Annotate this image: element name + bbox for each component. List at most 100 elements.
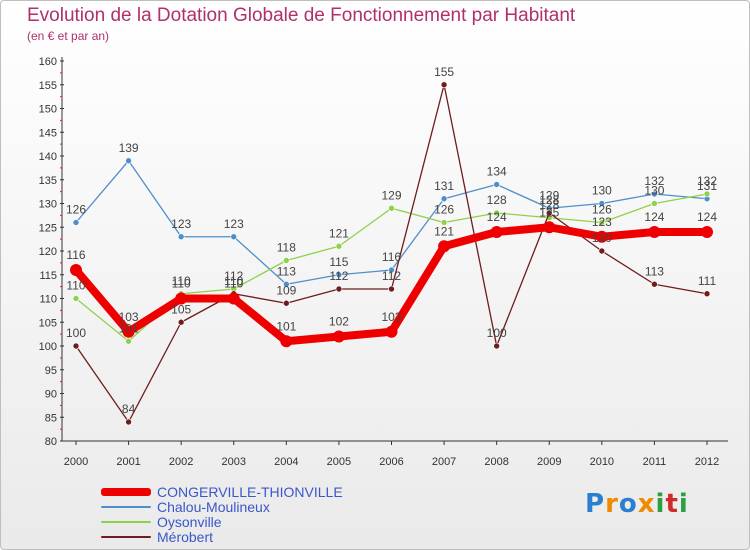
data-point (335, 271, 343, 279)
data-point (543, 221, 556, 234)
data-label: 126 (592, 203, 612, 217)
legend-label: Mérobert (157, 529, 214, 545)
data-point (545, 209, 553, 217)
data-point (388, 204, 395, 212)
y-tick-label: 150 (39, 104, 57, 116)
data-point (703, 190, 711, 198)
chart-title: Evolution de la Dotation Globale de Fonc… (27, 5, 576, 26)
data-label: 132 (697, 174, 717, 188)
x-tick-label: 2000 (64, 456, 88, 468)
data-point (175, 292, 188, 305)
data-point (230, 233, 238, 241)
data-label: 113 (645, 264, 664, 278)
data-point (122, 325, 135, 338)
data-label: 129 (539, 188, 559, 202)
y-tick-label: 160 (39, 56, 57, 68)
legend-swatch (101, 506, 151, 508)
data-label: 132 (644, 174, 664, 188)
data-point (283, 257, 290, 264)
data-label: 102 (329, 315, 349, 329)
data-point (332, 330, 345, 343)
data-point (125, 337, 132, 345)
data-label: 123 (592, 215, 612, 229)
data-label: 123 (224, 217, 244, 231)
x-tick-label: 2009 (537, 456, 561, 468)
data-point (70, 264, 82, 276)
data-label: 131 (434, 179, 454, 193)
data-label: 139 (119, 141, 139, 155)
series-layer (70, 81, 713, 426)
y-tick-label: 130 (39, 199, 57, 211)
data-label: 124 (644, 210, 664, 224)
data-label: 128 (487, 193, 507, 207)
data-point (227, 292, 240, 305)
data-point (335, 242, 343, 250)
x-tick-label: 2002 (169, 456, 193, 468)
data-point (651, 200, 658, 207)
data-label: 126 (434, 203, 454, 217)
axes: 80 85 90 95 100 105 110 115 120 125 130 135 140 145 15… (39, 56, 728, 468)
data-point (598, 219, 606, 226)
logo-letter: r (605, 489, 619, 519)
y-tick-label: 145 (39, 127, 57, 139)
data-label: 128 (539, 198, 559, 212)
data-label: 110 (224, 274, 243, 288)
data-label: 100 (66, 326, 86, 340)
data-point (438, 240, 451, 253)
data-point (490, 226, 503, 238)
data-label: 110 (224, 277, 243, 291)
data-label: 84 (122, 402, 136, 416)
logo-letter: x (637, 489, 656, 519)
x-tick-label: 2011 (643, 456, 667, 468)
data-label: 125 (539, 205, 559, 219)
data-point (72, 342, 80, 350)
logo-letter: i (655, 489, 666, 519)
y-tick-label: 95 (45, 365, 57, 377)
y-tick-label: 110 (39, 294, 57, 306)
chart-subtitle: (en € et par an) (27, 29, 110, 43)
data-label: 101 (276, 319, 296, 333)
data-label: 112 (382, 269, 401, 283)
data-label: 124 (487, 210, 507, 224)
data-point (598, 200, 606, 207)
x-tick-label: 2005 (327, 456, 351, 468)
y-tick-label: 155 (39, 80, 57, 92)
data-point (388, 266, 395, 274)
data-label: 100 (487, 326, 507, 340)
data-point (493, 342, 500, 350)
data-point (125, 157, 132, 165)
legend-label: CONGERVILLE-THIONVILLE (157, 484, 343, 500)
data-label: 101 (119, 321, 139, 335)
y-tick-label: 115 (39, 270, 57, 282)
data-label: 105 (171, 302, 191, 316)
x-tick-label: 2006 (379, 456, 403, 468)
data-label: 123 (171, 217, 191, 231)
x-tick-label: 2012 (695, 456, 719, 468)
data-point (283, 299, 290, 307)
data-label: 126 (66, 203, 86, 217)
x-tick-label: 2001 (116, 456, 140, 468)
y-tick-label: 105 (39, 317, 57, 329)
data-point (595, 230, 608, 243)
x-tick-label: 2007 (432, 456, 456, 468)
data-label: 112 (224, 269, 243, 283)
data-label: 128 (539, 193, 559, 207)
legend-swatch (101, 521, 151, 523)
y-tick-label: 90 (45, 389, 57, 401)
data-point (125, 418, 132, 426)
data-point (72, 295, 80, 302)
data-point (440, 195, 448, 203)
data-label: 112 (329, 269, 348, 283)
data-point (283, 280, 290, 288)
data-point (72, 219, 80, 226)
data-point (177, 318, 185, 326)
data-point (493, 209, 500, 217)
data-label: 103 (119, 310, 139, 324)
data-point (651, 280, 658, 288)
data-label: 115 (329, 255, 348, 269)
data-label: 129 (381, 188, 401, 202)
data-point (440, 219, 448, 226)
data-label: 110 (172, 277, 191, 291)
